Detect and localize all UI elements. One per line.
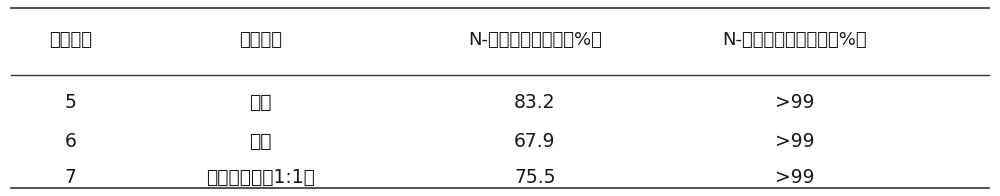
Text: N-苯烯丁胺的产率（%）: N-苯烯丁胺的产率（%） xyxy=(468,31,602,49)
Text: N-苯烯丁胺的选择性（%）: N-苯烯丁胺的选择性（%） xyxy=(722,31,867,49)
Text: 甲醇: 甲醇 xyxy=(249,132,272,151)
Text: >99: >99 xyxy=(775,132,814,151)
Text: 乙腈：甲醇（1:1）: 乙腈：甲醇（1:1） xyxy=(206,168,315,187)
Text: 乙腈: 乙腈 xyxy=(249,93,272,112)
Text: >99: >99 xyxy=(775,93,814,112)
Text: 样品编号: 样品编号 xyxy=(49,31,92,49)
Text: 83.2: 83.2 xyxy=(514,93,556,112)
Text: 7: 7 xyxy=(65,168,77,187)
Text: 75.5: 75.5 xyxy=(514,168,556,187)
Text: >99: >99 xyxy=(775,168,814,187)
Text: 使用溶剂: 使用溶剂 xyxy=(239,31,282,49)
Text: 6: 6 xyxy=(65,132,77,151)
Text: 67.9: 67.9 xyxy=(514,132,556,151)
Text: 5: 5 xyxy=(65,93,77,112)
